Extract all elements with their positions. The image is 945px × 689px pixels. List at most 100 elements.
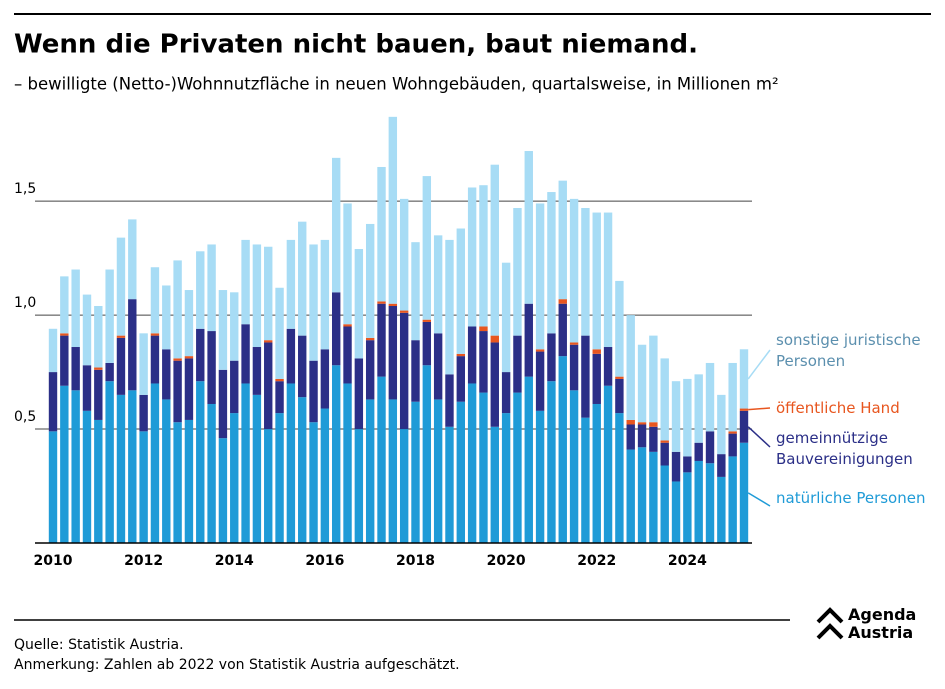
legend-connector xyxy=(747,492,771,507)
bar-segment xyxy=(309,422,318,543)
bar-segment xyxy=(524,376,533,543)
bar-segment xyxy=(535,349,545,352)
bar-segment xyxy=(637,344,647,423)
bar-segment xyxy=(388,116,398,304)
bar-segment xyxy=(649,335,658,423)
bar-segment xyxy=(535,351,545,411)
bar-segment xyxy=(71,269,80,348)
bar-segment xyxy=(377,301,386,304)
bar-segment xyxy=(105,362,114,382)
bar-segment xyxy=(365,399,375,543)
bar-segment xyxy=(705,362,715,432)
legend-connector xyxy=(747,349,771,380)
bar-segment xyxy=(309,244,318,361)
x-tick-label: 2012 xyxy=(124,553,163,569)
bar-segment xyxy=(615,280,624,377)
bar-segment xyxy=(128,390,137,543)
bar-segment xyxy=(705,463,715,543)
bar-segment xyxy=(388,399,398,543)
bar-segment xyxy=(569,390,579,543)
bar-segment xyxy=(48,431,58,543)
bar-segment xyxy=(694,374,703,443)
bar-segment xyxy=(94,367,103,370)
bar-segment xyxy=(252,394,262,543)
bar-segment xyxy=(230,292,239,361)
bar-segment xyxy=(162,399,171,543)
bar-segment xyxy=(683,456,692,473)
bar-segment xyxy=(626,315,635,420)
bar-segment xyxy=(331,292,341,366)
bar-segment xyxy=(479,326,488,332)
bar-segment xyxy=(547,333,556,382)
bar-segment xyxy=(82,294,92,366)
bar-segment xyxy=(728,433,737,457)
bar-segment xyxy=(343,383,352,543)
bar-segment xyxy=(569,344,579,391)
bar-segment xyxy=(728,431,737,434)
bar-segment xyxy=(320,349,330,409)
bar-segment xyxy=(694,442,703,461)
legend-entry: öffentliche Hand xyxy=(776,399,900,417)
bar-segment xyxy=(264,340,273,343)
note: Anmerkung: Zahlen ab 2022 von Statistik … xyxy=(14,657,460,673)
bar-segment xyxy=(241,324,250,384)
bar-segment xyxy=(660,440,669,443)
bar-segment xyxy=(82,410,92,543)
bar-segment xyxy=(60,333,69,336)
bar-segment xyxy=(286,239,296,329)
bar-segment xyxy=(547,381,556,543)
bar-segment xyxy=(377,376,386,543)
bar-segment xyxy=(184,356,194,359)
bar-segment xyxy=(173,422,182,543)
legend-connector xyxy=(747,426,771,448)
bar-segment xyxy=(264,342,273,430)
bar-segment xyxy=(558,299,567,304)
bar-segment xyxy=(275,287,284,379)
bar-segment xyxy=(660,465,669,543)
y-tick-label: 0,5 xyxy=(14,409,36,425)
bar-segment xyxy=(411,340,420,402)
bar-segment xyxy=(739,410,749,443)
bar-segment xyxy=(184,358,194,420)
legend-entry: gemeinnützige Bauvereinigungen xyxy=(776,429,913,468)
bar-segment xyxy=(490,426,499,543)
bar-segment xyxy=(490,164,499,336)
bar-segment xyxy=(196,381,205,543)
bar-segment xyxy=(592,212,601,350)
bar-segment xyxy=(343,326,352,384)
bar-segment xyxy=(581,335,590,418)
bar-segment xyxy=(501,413,511,543)
bar-segment xyxy=(422,319,432,322)
bar-segment xyxy=(603,347,613,386)
bar-segment xyxy=(230,360,239,414)
chart-title: Wenn die Privaten nicht bauen, baut niem… xyxy=(14,30,698,60)
bar-segment xyxy=(694,460,703,543)
x-tick-label: 2010 xyxy=(34,553,73,569)
bar-segment xyxy=(422,176,432,320)
y-tick-label: 1,0 xyxy=(14,295,36,311)
bar-segment xyxy=(422,321,432,366)
bar-segment xyxy=(603,212,613,348)
bar-segment xyxy=(365,337,375,341)
bar-segment xyxy=(116,237,126,336)
bar-segment xyxy=(649,422,658,427)
bar-segment xyxy=(535,203,545,350)
bar-segment xyxy=(717,476,726,543)
bar-segment xyxy=(207,331,216,404)
bar-segment xyxy=(298,221,307,336)
bar-segment xyxy=(615,378,624,414)
bar-segment xyxy=(377,166,386,302)
bar-segment xyxy=(581,207,590,336)
bar-segment xyxy=(513,335,522,393)
bar-segment xyxy=(479,392,488,543)
bar-segment xyxy=(705,431,715,464)
bar-segment xyxy=(603,385,613,543)
bar-segment xyxy=(354,249,364,359)
bar-segment xyxy=(94,369,103,420)
bar-segment xyxy=(388,305,398,400)
bar-segment xyxy=(717,394,726,455)
bar-segment xyxy=(433,399,443,543)
x-tick-label: 2024 xyxy=(668,553,707,569)
bar-segment xyxy=(48,328,58,373)
bar-segment xyxy=(116,394,126,543)
